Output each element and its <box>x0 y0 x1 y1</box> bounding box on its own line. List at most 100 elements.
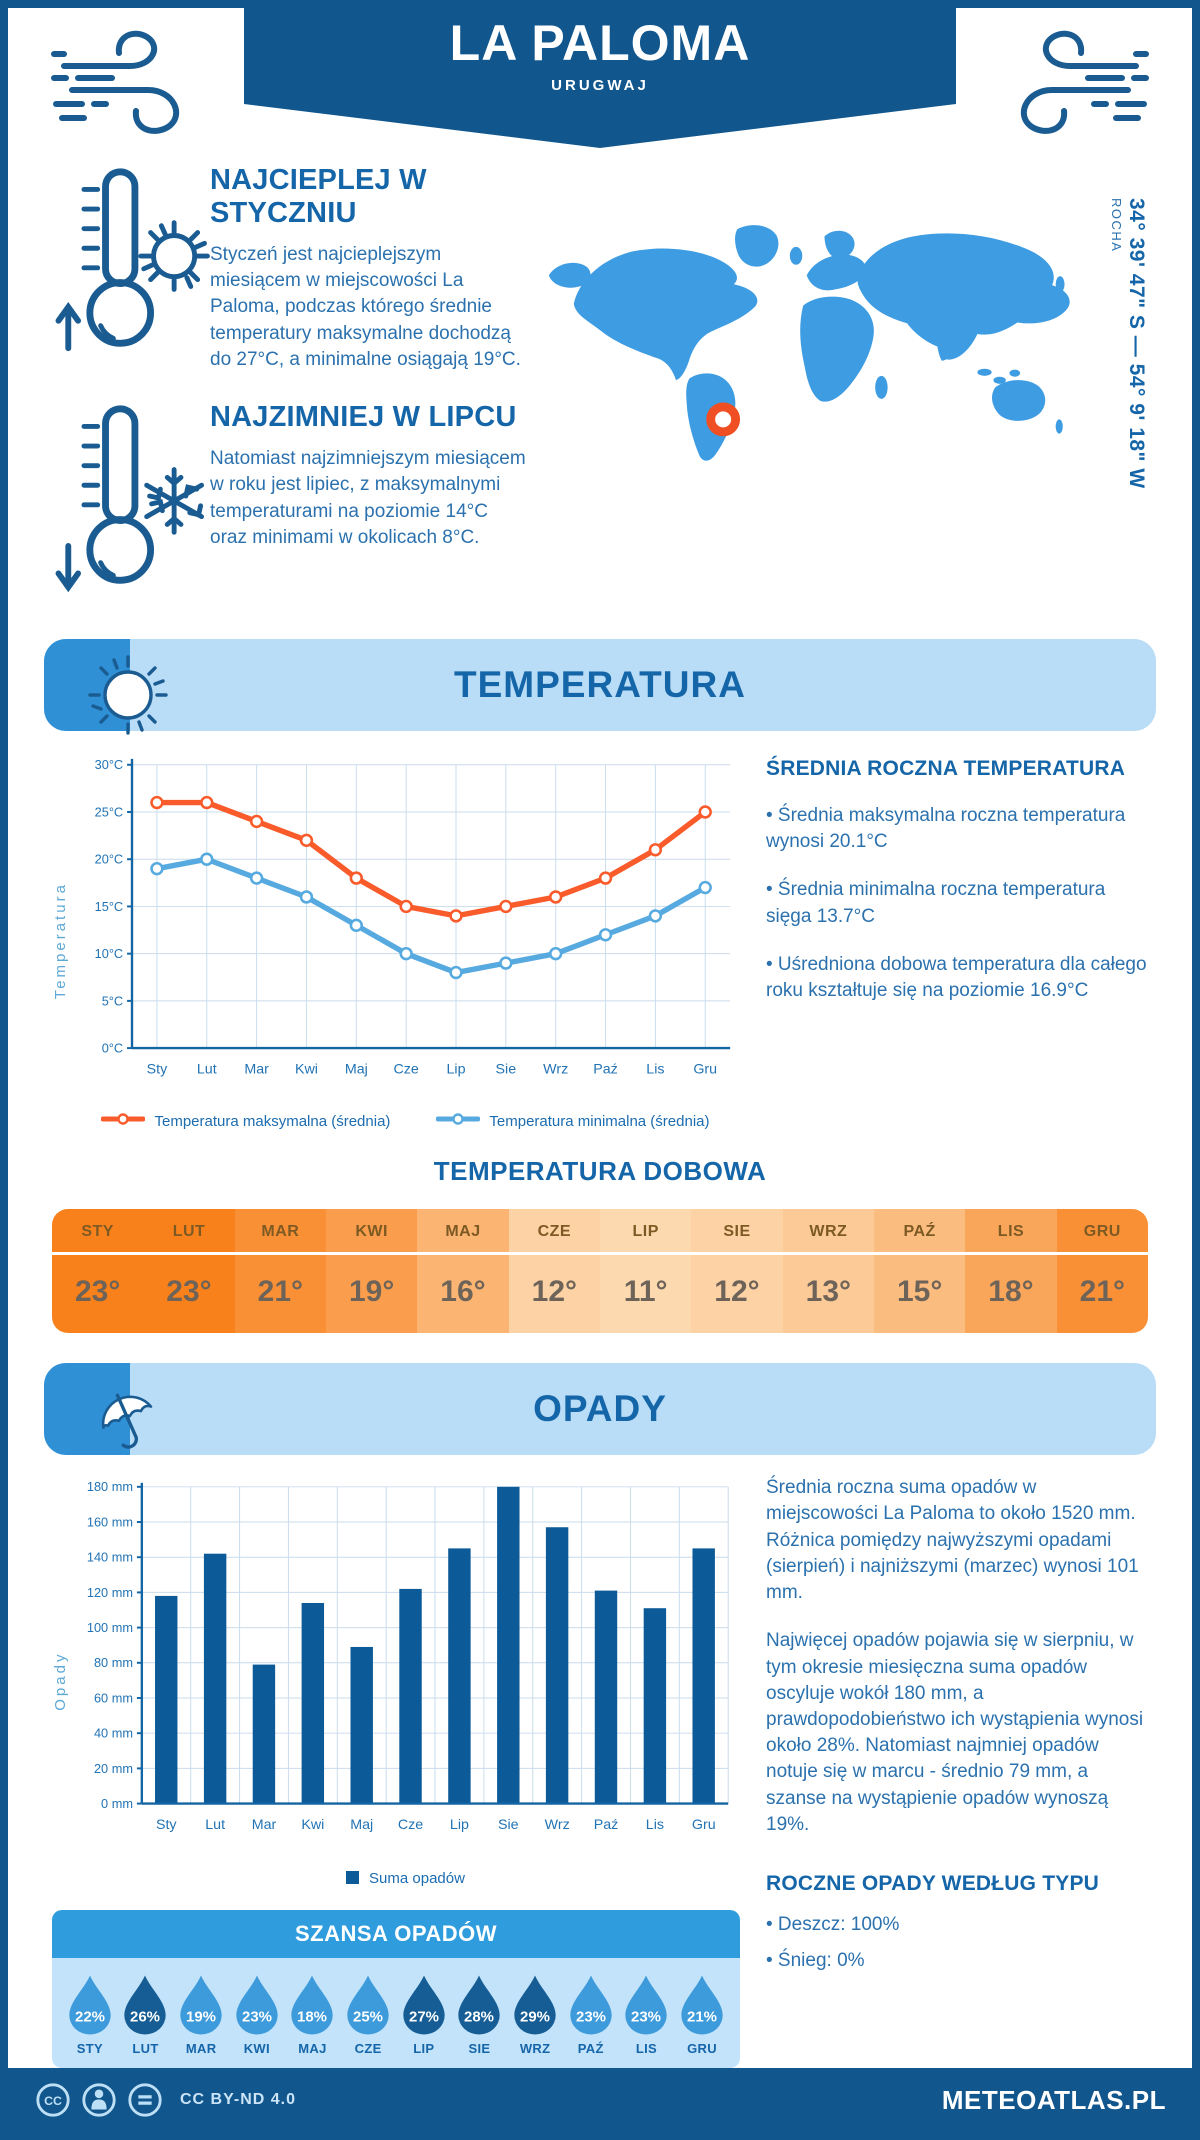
svg-text:25%: 25% <box>353 2009 383 2026</box>
svg-text:0 mm: 0 mm <box>101 1796 133 1811</box>
rain-chance-month: LIS <box>635 2040 657 2056</box>
daily-temp-month: SIE <box>691 1209 783 1256</box>
daily-temp-value: 11° <box>623 1275 668 1309</box>
temperature-stat: • Średnia minimalna roczna temperatura s… <box>766 879 1106 927</box>
raindrop-icon: 23% <box>570 1975 612 2035</box>
warmest-month-block: NAJCIEPLEJ W STYCZNIU Styczeń jest najci… <box>52 162 530 373</box>
bar <box>594 1590 618 1804</box>
daily-temp-month: PAŹ <box>874 1209 966 1256</box>
svg-text:CC: CC <box>44 2094 62 2108</box>
legend-max-label: Temperatura maksymalna (średnia) <box>154 1112 391 1130</box>
svg-text:22%: 22% <box>75 2009 105 2026</box>
bar <box>252 1664 276 1804</box>
svg-text:15°C: 15°C <box>95 899 124 914</box>
daily-temp-column: SIE 12° <box>691 1209 783 1334</box>
temp-line-chart-svg: 0°C 5°C 10°C 15°C 20°C 25°C 30°C Sty Lut Mar Kwi Ma… <box>95 757 731 1078</box>
bar <box>692 1548 715 1804</box>
brand: METEOATLAS.PL <box>941 2084 1166 2115</box>
daily-temp-column: STY 23° <box>52 1209 144 1334</box>
raindrop-icon: 22% <box>69 1975 111 2035</box>
bar <box>301 1603 325 1804</box>
daily-temp-month: LUT <box>143 1209 235 1256</box>
svg-text:160 mm: 160 mm <box>87 1515 133 1530</box>
rain-chance-item: 27% LIP <box>398 1974 450 2056</box>
bar <box>448 1548 471 1804</box>
temperature-legend: Temperatura maksymalna (średnia) Tempera… <box>71 1112 740 1130</box>
daily-temp-month: MAJ <box>417 1209 509 1256</box>
attribution-icon <box>82 2083 116 2117</box>
svg-text:Sty: Sty <box>147 1062 168 1078</box>
daily-temp-value: 12° <box>531 1275 578 1309</box>
temperature-stats: ŚREDNIA ROCZNA TEMPERATURA • Średnia mak… <box>766 751 1148 1130</box>
precipitation-paragraph: Najwięcej opadów pojawia się w sierpniu,… <box>766 1630 1144 1835</box>
precip-type-item: • Deszcz: 100% <box>766 1914 900 1936</box>
raindrop-icon: 25% <box>347 1975 389 2035</box>
legend-sample-precip <box>346 1870 360 1888</box>
precip-type-item: • Śnieg: 0% <box>766 1950 865 1972</box>
page-subtitle: URUGWAJ <box>551 77 649 94</box>
daily-temp-month: LIS <box>965 1209 1057 1256</box>
svg-text:100 mm: 100 mm <box>87 1620 133 1635</box>
map-coordinates: 34° 39' 47" S — 54° 9' 18" W <box>1125 198 1148 489</box>
svg-text:Sie: Sie <box>498 1817 519 1833</box>
daily-temp-month: KWI <box>326 1209 418 1256</box>
rain-chance-month: KWI <box>243 2040 270 2056</box>
no-derivatives-icon <box>128 2083 162 2117</box>
svg-text:21%: 21% <box>687 2009 717 2026</box>
cc-icon: CC <box>36 2083 70 2117</box>
footer: CC CC BY-ND 4.0 METEOATLAS.PL <box>8 2068 1192 2132</box>
daily-temp-value: 19° <box>348 1275 395 1309</box>
bar <box>497 1487 520 1804</box>
wind-icon <box>1020 30 1149 134</box>
precip-type-heading: ROCZNE OPADY WEDŁUG TYPU <box>766 1872 1100 1896</box>
daily-temp-column: KWI 19° <box>326 1209 418 1334</box>
svg-text:Sie: Sie <box>496 1062 517 1078</box>
daily-temp-column: WRZ 13° <box>782 1209 874 1334</box>
svg-text:23%: 23% <box>242 2009 272 2026</box>
svg-text:27%: 27% <box>409 2009 439 2026</box>
svg-text:140 mm: 140 mm <box>87 1550 133 1565</box>
svg-text:29%: 29% <box>520 2009 550 2026</box>
daily-temp-column: MAJ 16° <box>417 1209 509 1334</box>
svg-text:26%: 26% <box>131 2009 161 2026</box>
daily-temp-month: MAR <box>234 1209 326 1256</box>
raindrop-icon: 21% <box>681 1975 723 2035</box>
daily-temp-month: CZE <box>508 1209 600 1256</box>
daily-temp-value: 21° <box>1079 1275 1126 1309</box>
daily-temp-column: LUT 23° <box>143 1209 235 1334</box>
banner-chevron <box>244 104 956 148</box>
raindrop-icon: 27% <box>403 1975 445 2035</box>
precipitation-row: Opady 0 mm 20 mm 40 mm 60 mm 80 mm 100 mm 120 … <box>8 1455 1192 2068</box>
legend-max: Temperatura maksymalna (średnia) <box>100 1112 391 1130</box>
rain-chance-item: 29% WRZ <box>509 1974 561 2056</box>
daily-temp-month: GRU <box>1056 1209 1148 1256</box>
svg-text:19%: 19% <box>186 2009 216 2026</box>
svg-text:Paź: Paź <box>593 1062 618 1078</box>
daily-temp-value: 16° <box>440 1275 486 1309</box>
rain-chance-month: LUT <box>132 2040 159 2056</box>
license-label: CC BY-ND 4.0 <box>180 2091 297 2108</box>
daily-temp-heading: TEMPERATURA DOBOWA <box>433 1156 767 1187</box>
rain-chance-month: SIE <box>468 2040 491 2056</box>
legend-sample-min <box>435 1112 481 1130</box>
rain-chance-month: PAŹ <box>577 2040 604 2056</box>
daily-temp-value: 23° <box>74 1275 121 1309</box>
raindrop-icon: 23% <box>236 1975 278 2035</box>
rain-chance-item: 23% LIS <box>620 1974 672 2056</box>
daily-temp-column: LIS 18° <box>965 1209 1057 1334</box>
world-map <box>548 225 1070 461</box>
svg-text:Paź: Paź <box>594 1817 619 1833</box>
svg-text:Lis: Lis <box>646 1062 664 1078</box>
svg-text:120 mm: 120 mm <box>87 1585 133 1600</box>
svg-text:Lip: Lip <box>446 1062 465 1078</box>
precip-bar-chart-svg: 0 mm 20 mm 40 mm 60 mm 80 mm 100 mm 120 mm 140 … <box>87 1479 729 1833</box>
bar <box>350 1647 373 1804</box>
svg-text:20 mm: 20 mm <box>94 1761 133 1776</box>
svg-text:Lis: Lis <box>646 1817 664 1833</box>
svg-text:5°C: 5°C <box>102 993 123 1008</box>
precipitation-text: Średnia roczna suma opadów w miejscowośc… <box>766 1475 1148 2068</box>
svg-text:28%: 28% <box>464 2009 494 2026</box>
legend-min: Temperatura minimalna (średnia) <box>435 1112 710 1130</box>
series-line-0 <box>154 799 708 919</box>
svg-text:25°C: 25°C <box>95 804 124 819</box>
